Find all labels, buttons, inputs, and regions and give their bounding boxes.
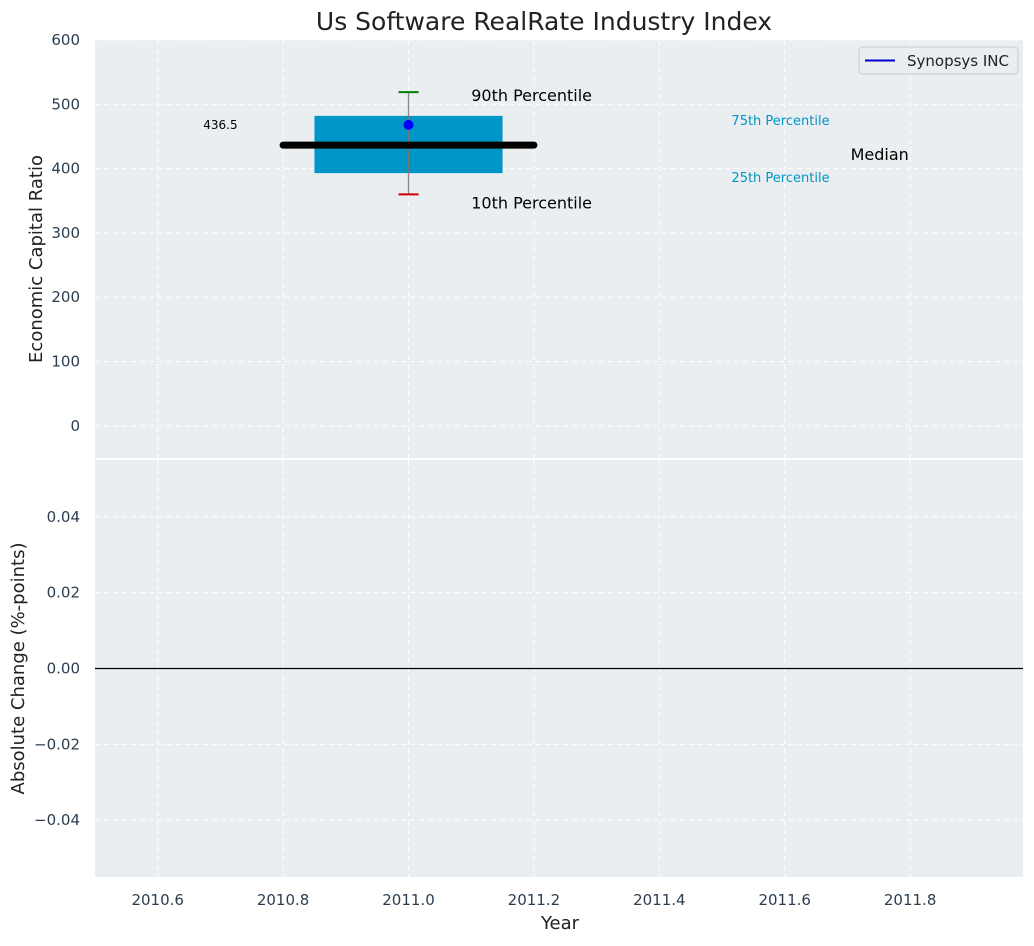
top-y-tick-label: 500 — [51, 95, 80, 113]
top-y-tick-label: 300 — [51, 224, 80, 242]
x-tick-label: 2011.8 — [884, 891, 937, 909]
top-y-tick-label: 400 — [51, 160, 80, 178]
legend-entry-label: Synopsys INC — [907, 52, 1009, 70]
p25-annotation: 25th Percentile — [731, 171, 829, 186]
x-tick-label: 2010.8 — [257, 891, 310, 909]
legend: Synopsys INC — [858, 46, 1019, 75]
x-tick-label: 2011.2 — [508, 891, 561, 909]
legend-frame — [858, 46, 1019, 75]
top-y-tick-label: 0 — [70, 417, 80, 435]
chart-title: Us Software RealRate Industry Index — [316, 7, 772, 36]
top-panel-background — [95, 40, 1023, 458]
x-tick-label: 2011.6 — [758, 891, 811, 909]
bottom-y-tick-label: −0.04 — [34, 811, 80, 829]
p90-annotation: 90th Percentile — [471, 86, 592, 105]
bottom-y-axis-label: Absolute Change (%-points) — [8, 543, 29, 795]
bottom-y-tick-label: −0.02 — [34, 735, 80, 753]
top-plot-panel: 0 100 200 300 400 500 600 436.5 90th Percentile 1… — [51, 31, 1023, 458]
top-y-axis-label: Economic Capital Ratio — [26, 155, 47, 363]
p75-annotation: 75th Percentile — [731, 114, 829, 129]
bottom-y-tick-label: 0.02 — [47, 584, 80, 602]
company-point — [403, 119, 414, 130]
x-tick-label: 2011.0 — [382, 891, 435, 909]
top-y-tick-label: 600 — [51, 31, 80, 49]
x-tick-label: 2011.4 — [633, 891, 686, 909]
p10-annotation: 10th Percentile — [471, 193, 592, 212]
median-annotation: Median — [851, 145, 909, 164]
top-y-tick-label: 100 — [51, 353, 80, 371]
bottom-y-tick-label: 0.00 — [47, 660, 80, 678]
top-y-tick-label: 200 — [51, 288, 80, 306]
x-tick-label: 2010.6 — [131, 891, 184, 909]
median-value-label: 436.5 — [203, 118, 237, 132]
bottom-y-tick-label: 0.04 — [47, 508, 80, 526]
bottom-plot-panel: 2010.6 2010.8 2011.0 2011.2 2011.4 2011.6 2011… — [34, 460, 1023, 909]
x-axis-label: Year — [540, 913, 580, 934]
